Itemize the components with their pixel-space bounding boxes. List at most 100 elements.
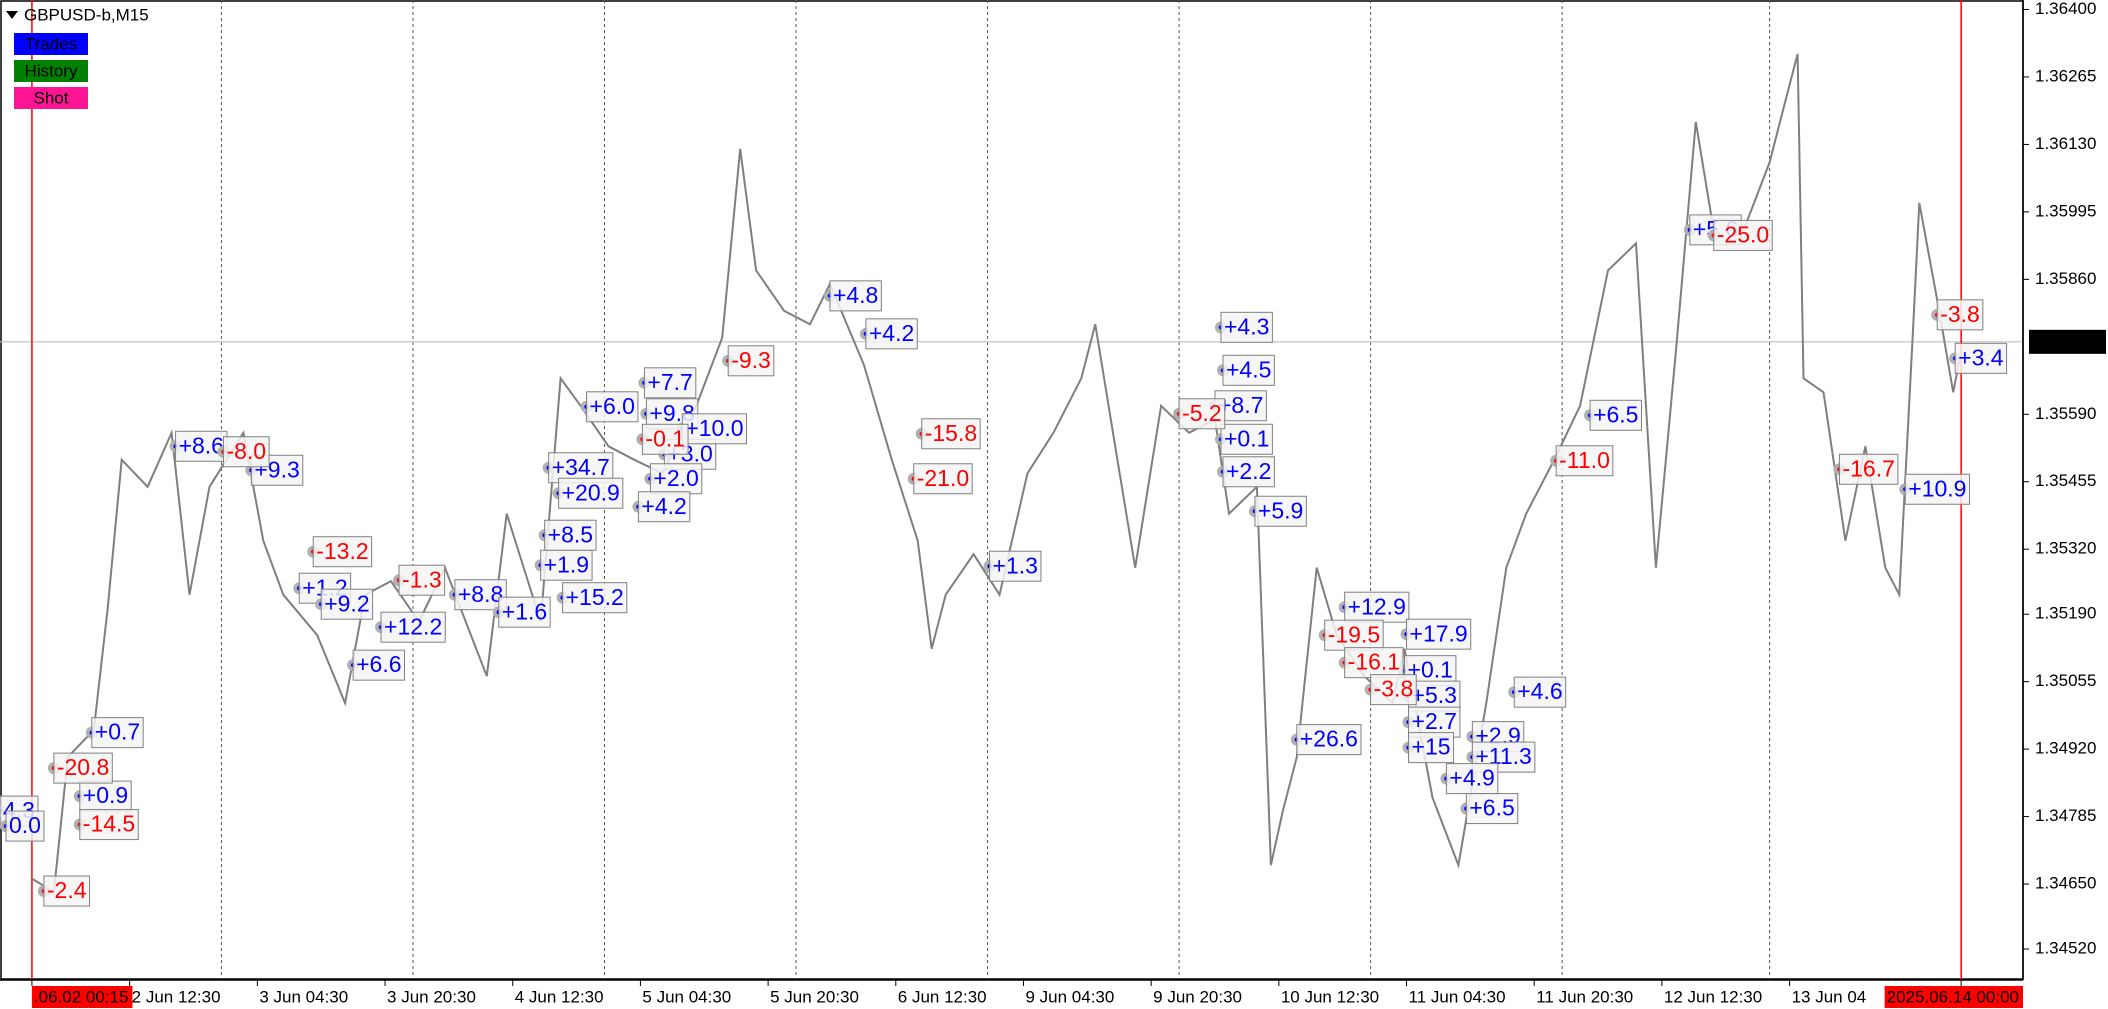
x-tick-label: 12 Jun 12:30 <box>1664 987 1762 1006</box>
toolbar-button[interactable] <box>14 87 88 109</box>
trade-label: +4.9 <box>1449 765 1494 791</box>
trade-label: 0.0 <box>9 812 41 838</box>
trade-label-box <box>829 280 882 312</box>
trade-label-box <box>1406 618 1472 650</box>
trade-label: +10.9 <box>1908 475 1966 501</box>
trade-label: +4.6 <box>1517 678 1562 704</box>
trade-label: +26.6 <box>1300 726 1358 752</box>
trade-label: +15 <box>1412 734 1451 760</box>
y-tick-label: 1.35860 <box>2035 269 2096 288</box>
y-tick-label: 1.35190 <box>2035 604 2096 623</box>
trade-label: +6.5 <box>1593 401 1638 427</box>
x-tick-label: 11 Jun 04:30 <box>1409 987 1506 1006</box>
trade-label-box <box>727 345 775 377</box>
trade-label: +2.0 <box>653 465 698 491</box>
trade-label-box <box>913 463 973 495</box>
trade-label: +8.6 <box>179 432 224 458</box>
trade-label: -13.2 <box>316 538 368 564</box>
trade-label-box <box>649 463 703 495</box>
trade-label-box <box>1222 456 1275 488</box>
time-axis-bg <box>0 981 2108 1009</box>
y-tick-label: 1.34920 <box>2035 739 2096 758</box>
trade-label-box <box>53 752 113 784</box>
x-tick-label: 11 Jun 20:30 <box>1536 987 1633 1006</box>
trade-label-box <box>989 550 1042 582</box>
trade-label: -11.0 <box>1559 447 1610 473</box>
trade-label-box <box>43 875 91 907</box>
trade-label-box <box>320 588 374 620</box>
trade-label: +1.6 <box>502 598 547 624</box>
x-tick-label: 5 Jun 04:30 <box>642 987 731 1006</box>
trade-label-box <box>1838 453 1899 485</box>
y-tick-label: 1.36265 <box>2035 66 2096 85</box>
x-tick-label: 10 Jun 12:30 <box>1281 987 1379 1006</box>
y-tick-label: 1.35995 <box>2035 201 2096 220</box>
trade-label-box <box>641 423 689 455</box>
trade-label: +2.2 <box>1226 458 1271 484</box>
trade-label: -8.0 <box>226 438 266 464</box>
y-tick-label: 1.35590 <box>2035 404 2096 423</box>
trade-label-box <box>586 391 639 423</box>
annotation-layer: 4.30.0+0.9+0.7+8.6+9.3+1.2+9.2+12.2+6.6+… <box>0 214 2008 907</box>
trade-label-box <box>454 579 507 611</box>
trade-label: +1.3 <box>993 552 1038 578</box>
x-tick-label: .06.02 00:15 <box>34 987 129 1006</box>
trade-label: +15.2 <box>566 584 624 610</box>
x-tick-label: 2 Jun 12:30 <box>132 987 221 1006</box>
price-axis-bg <box>2024 0 2108 1009</box>
trade-label-box <box>562 582 628 614</box>
toolbar-button[interactable] <box>14 33 88 55</box>
x-tick-label: 2025.06.14 00:00 <box>1887 987 2019 1006</box>
y-tick-label: 1.34520 <box>2035 939 2096 958</box>
trade-label-box <box>380 611 446 643</box>
trade-label-box <box>1220 311 1273 343</box>
toolbar-button-label[interactable]: Shot <box>34 88 69 107</box>
trade-label-box <box>1178 398 1226 430</box>
trade-label: +8.8 <box>458 581 503 607</box>
trade-label: +5.9 <box>1258 497 1303 523</box>
trade-label-box <box>1408 680 1461 712</box>
trade-label-box <box>1370 674 1417 706</box>
trade-label: +34.7 <box>552 454 610 480</box>
toolbar-button-label[interactable]: History <box>25 61 78 80</box>
trade-label-box <box>1344 647 1404 679</box>
y-tick-label: 1.35320 <box>2035 539 2096 558</box>
trade-label: +4.2 <box>869 320 914 346</box>
trade-label: +0.7 <box>95 719 140 745</box>
trade-label-box <box>91 717 144 749</box>
trade-label: -9.3 <box>731 347 771 373</box>
symbol-menu-arrow[interactable] <box>6 11 18 19</box>
trade-label-box <box>1222 354 1275 386</box>
current-price-label: 1.35735 <box>2035 332 2096 351</box>
button-panel: Trades History Shot <box>14 33 88 109</box>
y-tick-label: 1.34785 <box>2035 806 2096 825</box>
trade-label-box <box>558 477 624 509</box>
toolbar-button-label[interactable]: Trades <box>25 34 77 53</box>
trade-label: -14.5 <box>83 811 135 837</box>
trade-label: +12.2 <box>384 613 442 639</box>
trade-label: +4.2 <box>641 493 686 519</box>
trade-label-box <box>1408 732 1455 764</box>
trade-label-box <box>1344 591 1410 623</box>
trade-label: -16.7 <box>1842 455 1894 481</box>
trade-label: +6.6 <box>356 651 401 677</box>
trade-label-box <box>1713 219 1773 251</box>
trade-label-box <box>498 596 551 628</box>
x-tick-label: 4 Jun 12:30 <box>515 987 604 1006</box>
x-tick-label: 6 Jun 12:30 <box>898 987 987 1006</box>
toolbar-button[interactable] <box>14 60 88 82</box>
trade-label: -20.8 <box>57 754 109 780</box>
trade-label-box <box>222 436 270 468</box>
trade-label: +4.3 <box>1224 313 1269 339</box>
x-tick-label: 9 Jun 04:30 <box>1025 987 1114 1006</box>
trade-label-box <box>1904 473 1970 505</box>
trade-label-box <box>544 519 597 551</box>
x-tick-label: 3 Jun 04:30 <box>259 987 348 1006</box>
y-tick-label: 1.36400 <box>2035 0 2096 18</box>
trade-label: +5.3 <box>1412 682 1457 708</box>
x-tick-label: 5 Jun 20:30 <box>770 987 859 1006</box>
trade-label: -19.5 <box>1328 621 1380 647</box>
trade-label: -5.2 <box>1182 400 1222 426</box>
trade-label-box <box>1220 423 1273 455</box>
